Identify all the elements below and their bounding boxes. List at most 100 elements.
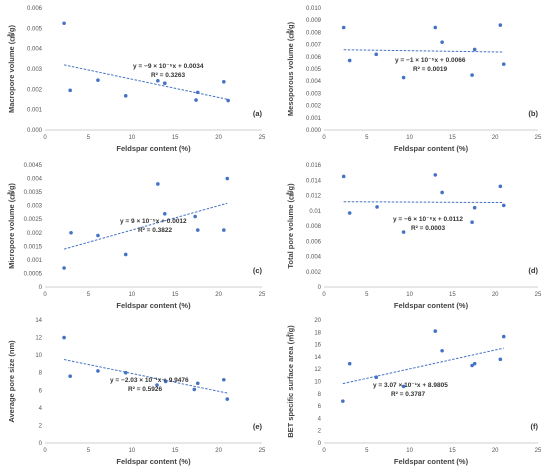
data-point — [347, 58, 352, 63]
data-point — [123, 370, 128, 375]
chart-panel-1: 0 5 10 15 20 25 0.000 0.001 0.002 0.003 0.004 0.005… — [6, 6, 266, 153]
x-tick-label: 0 — [322, 292, 326, 298]
y-tick-label: 0.001 — [27, 108, 43, 114]
data-point — [195, 228, 200, 232]
r-squared-label: R² = 0.3263 — [151, 72, 186, 79]
data-point — [225, 397, 230, 401]
panel-label: (c) — [253, 266, 263, 275]
y-tick-label: 10 — [314, 380, 321, 386]
x-tick-label: 20 — [492, 448, 499, 454]
data-point — [374, 375, 379, 379]
data-point — [192, 387, 197, 392]
x-tick-label: 5 — [365, 292, 369, 298]
data-point — [163, 379, 168, 384]
y-tick-label: 0.008 — [306, 30, 322, 36]
y-axis-label: Macropore volume (㎤/g) — [6, 25, 16, 113]
chart-panel-3: 0 5 10 15 20 25 0 0.0005 0.001 0.0015 0.002 0.0025 0… — [6, 163, 266, 310]
x-axis-label: Feldspar content (%) — [116, 457, 191, 466]
data-point — [96, 369, 100, 373]
x-tick-label: 15 — [449, 292, 456, 298]
data-point — [62, 266, 66, 270]
data-point — [472, 205, 477, 210]
data-point — [470, 73, 474, 77]
x-tick-label: 25 — [535, 448, 542, 454]
data-point — [194, 98, 198, 102]
data-point — [433, 329, 438, 333]
panel-label: (d) — [528, 266, 538, 275]
y-tick-label: 0.002 — [306, 270, 322, 276]
data-point — [501, 203, 506, 208]
y-tick-label: 6 — [318, 404, 322, 410]
y-tick-label: 0.0015 — [24, 244, 43, 250]
trendline-equation: y = 9 × 10⁻⁵x + 0.0012 — [120, 218, 187, 225]
data-point — [501, 334, 506, 339]
y-tick-label: 18 — [314, 330, 321, 336]
y-tick-label: 0.0005 — [24, 271, 43, 277]
y-tick-label: 0.003 — [27, 67, 43, 73]
y-tick-label: 0.003 — [27, 204, 43, 210]
y-tick-label: 0.012 — [306, 194, 322, 200]
y-tick-label: 0.0045 — [24, 163, 43, 169]
data-point — [222, 228, 226, 232]
x-tick-label: 15 — [449, 135, 456, 141]
y-tick-label: 6 — [39, 388, 43, 394]
x-tick-label: 5 — [87, 135, 91, 141]
x-tick-label: 10 — [406, 448, 413, 454]
y-tick-label: 0.006 — [27, 6, 43, 12]
data-point — [375, 205, 379, 209]
x-tick-label: 25 — [535, 292, 542, 298]
x-axis-label: Feldspar content (%) — [116, 301, 191, 310]
data-point — [433, 25, 438, 30]
chart-panel-2: 0 5 10 15 20 25 0.000 0.001 0.002 0.003 0.004 0.005… — [285, 6, 542, 153]
r-squared-label: R² = 0.3822 — [138, 227, 173, 234]
data-point — [498, 357, 503, 362]
data-point — [156, 78, 160, 83]
data-point — [341, 174, 346, 179]
data-point — [68, 374, 72, 379]
panel-label: (e) — [253, 422, 263, 431]
data-point — [347, 211, 352, 215]
y-tick-label: 0.014 — [306, 178, 322, 184]
x-tick-label: 5 — [365, 448, 369, 454]
y-tick-label: 0.004 — [306, 255, 322, 261]
y-tick-label: 0.0025 — [24, 217, 43, 223]
y-tick-label: 0.001 — [27, 258, 43, 264]
y-tick-label: 4 — [318, 416, 322, 422]
trendline — [63, 64, 229, 100]
r-squared-label: R² = 0.0019 — [413, 66, 448, 73]
data-point — [347, 361, 352, 366]
panel-label: (b) — [528, 109, 538, 118]
x-tick-label: 5 — [87, 292, 91, 298]
chart-panel-4: 0 5 10 15 20 25 0 0.002 0.004 0.006 0.008 0.01 0.012… — [285, 163, 542, 310]
r-squared-label: R² = 0.5926 — [128, 386, 163, 393]
trendline — [343, 49, 504, 53]
x-tick-label: 25 — [535, 135, 542, 141]
trendline — [63, 202, 228, 250]
y-tick-label: 0.007 — [306, 43, 322, 49]
x-tick-label: 25 — [259, 135, 266, 141]
y-tick-label: 0.005 — [306, 67, 322, 73]
y-tick-label: 0.0035 — [24, 190, 43, 196]
data-point — [68, 88, 72, 93]
x-tick-label: 0 — [322, 448, 326, 454]
x-axis-label: Feldspar content (%) — [116, 144, 191, 153]
data-point — [470, 363, 474, 368]
data-point — [69, 230, 73, 235]
data-point — [96, 233, 100, 238]
data-point — [401, 384, 406, 389]
data-point — [226, 98, 230, 103]
data-point — [156, 182, 160, 186]
y-tick-label: 0 — [39, 285, 43, 291]
x-tick-label: 10 — [128, 292, 135, 298]
panel-label: (f) — [531, 422, 539, 431]
y-tick-label: 0.005 — [27, 26, 43, 32]
data-point — [433, 173, 438, 177]
x-tick-label: 25 — [259, 292, 266, 298]
data-point — [440, 40, 444, 44]
data-point — [440, 348, 444, 353]
data-point — [401, 230, 406, 234]
x-tick-label: 10 — [406, 292, 413, 298]
x-tick-label: 20 — [492, 135, 499, 141]
x-tick-label: 25 — [259, 448, 266, 454]
y-tick-label: 14 — [314, 355, 321, 361]
